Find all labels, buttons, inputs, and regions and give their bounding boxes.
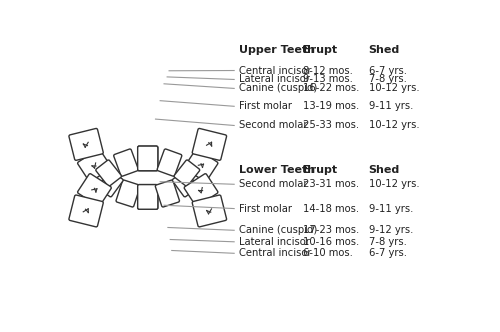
FancyBboxPatch shape <box>174 160 200 186</box>
Text: Lateral incisor: Lateral incisor <box>239 237 310 247</box>
FancyBboxPatch shape <box>116 180 140 207</box>
Text: Second molar: Second molar <box>239 121 308 130</box>
Text: 8-12 mos.: 8-12 mos. <box>303 65 352 75</box>
FancyBboxPatch shape <box>69 195 103 227</box>
FancyBboxPatch shape <box>192 195 226 227</box>
FancyBboxPatch shape <box>138 146 158 171</box>
Text: Canine (cuspid): Canine (cuspid) <box>239 83 317 93</box>
Text: 10-16 mos.: 10-16 mos. <box>303 237 359 247</box>
FancyBboxPatch shape <box>138 146 158 171</box>
Text: Upper Teeth: Upper Teeth <box>239 44 315 54</box>
Text: Lower Teeth: Lower Teeth <box>239 165 315 175</box>
Text: Canine (cuspid): Canine (cuspid) <box>239 225 317 235</box>
Text: 13-19 mos.: 13-19 mos. <box>303 101 359 111</box>
Text: 17-23 mos.: 17-23 mos. <box>303 225 359 235</box>
FancyBboxPatch shape <box>114 149 138 176</box>
Text: 9-11 yrs.: 9-11 yrs. <box>368 101 413 111</box>
FancyBboxPatch shape <box>98 171 123 197</box>
Text: First molar: First molar <box>239 101 292 111</box>
FancyBboxPatch shape <box>156 180 180 207</box>
Text: 23-31 mos.: 23-31 mos. <box>303 179 359 189</box>
Text: 14-18 mos.: 14-18 mos. <box>303 204 359 213</box>
Text: 10-12 yrs.: 10-12 yrs. <box>368 179 419 189</box>
Text: Central incisor: Central incisor <box>239 65 312 75</box>
Text: Shed: Shed <box>368 44 400 54</box>
FancyBboxPatch shape <box>184 149 218 182</box>
Text: 25-33 mos.: 25-33 mos. <box>303 121 359 130</box>
Text: 7-8 yrs.: 7-8 yrs. <box>368 237 406 247</box>
Text: Second molar: Second molar <box>239 179 308 189</box>
FancyBboxPatch shape <box>78 149 112 182</box>
FancyBboxPatch shape <box>138 185 158 209</box>
FancyBboxPatch shape <box>192 128 226 160</box>
Text: Erupt: Erupt <box>303 165 337 175</box>
Text: Shed: Shed <box>368 165 400 175</box>
Text: 10-12 yrs.: 10-12 yrs. <box>368 121 419 130</box>
Text: 16-22 mos.: 16-22 mos. <box>303 83 359 93</box>
Text: Erupt: Erupt <box>303 44 337 54</box>
Text: 9-12 yrs.: 9-12 yrs. <box>368 225 413 235</box>
Text: Lateral incisor: Lateral incisor <box>239 74 310 84</box>
Text: 9-13 mos.: 9-13 mos. <box>303 74 352 84</box>
FancyBboxPatch shape <box>157 149 182 176</box>
FancyBboxPatch shape <box>78 174 112 206</box>
Text: 9-11 yrs.: 9-11 yrs. <box>368 204 413 213</box>
FancyBboxPatch shape <box>69 128 103 160</box>
Text: Central incisor: Central incisor <box>239 248 312 258</box>
FancyBboxPatch shape <box>184 174 218 206</box>
FancyBboxPatch shape <box>96 160 122 186</box>
FancyBboxPatch shape <box>172 171 198 197</box>
Text: 6-7 yrs.: 6-7 yrs. <box>368 248 406 258</box>
Text: 6-7 yrs.: 6-7 yrs. <box>368 65 406 75</box>
Text: 6-10 mos.: 6-10 mos. <box>303 248 352 258</box>
Text: 7-8 yrs.: 7-8 yrs. <box>368 74 406 84</box>
FancyBboxPatch shape <box>138 185 158 209</box>
Text: 10-12 yrs.: 10-12 yrs. <box>368 83 419 93</box>
Text: First molar: First molar <box>239 204 292 213</box>
